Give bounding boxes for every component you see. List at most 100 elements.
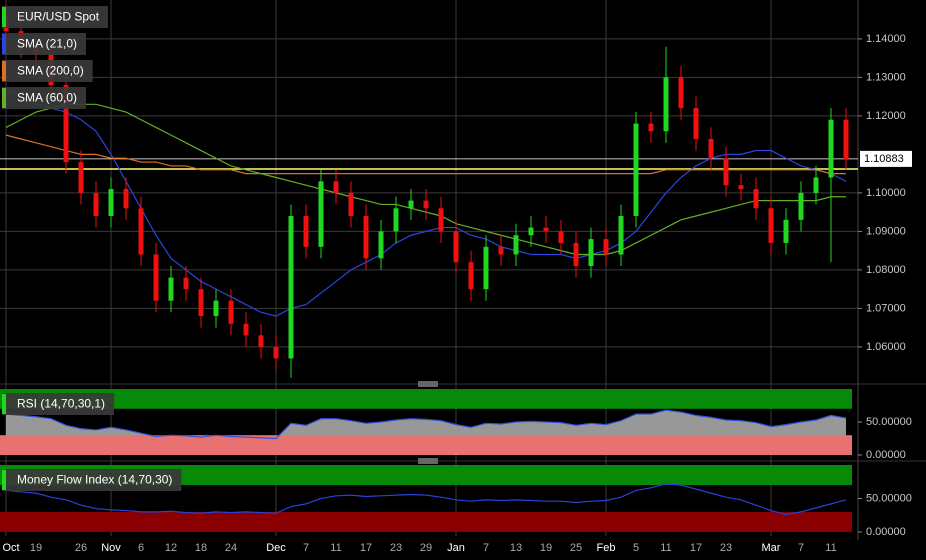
candle-body xyxy=(363,215,369,259)
x-tick-label: 17 xyxy=(690,542,702,554)
candle-body xyxy=(213,300,219,317)
candle-body xyxy=(273,346,279,359)
legend-box xyxy=(2,393,115,415)
candle-body xyxy=(303,215,309,247)
sma-line xyxy=(5,88,847,317)
x-tick-label: 13 xyxy=(510,542,522,554)
candle-body xyxy=(498,246,504,255)
candle-body xyxy=(633,123,639,216)
candle-body xyxy=(153,254,159,301)
x-tick-label: 25 xyxy=(570,542,582,554)
candle-body xyxy=(543,227,549,232)
x-tick-label: Nov xyxy=(101,542,121,554)
sma-line xyxy=(5,134,846,175)
candle-body xyxy=(468,262,474,290)
legend-item: RSI (14,70,30,1) xyxy=(2,393,115,415)
legend-label: RSI (14,70,30,1) xyxy=(17,397,105,411)
candle-body xyxy=(813,177,819,193)
candle-body xyxy=(198,289,204,317)
candle-body xyxy=(558,231,564,243)
candle-body xyxy=(228,300,234,324)
legend-swatch xyxy=(2,61,6,81)
x-tick-label: 23 xyxy=(390,542,402,554)
candle-body xyxy=(618,215,624,255)
y-tick-label: 1.07000 xyxy=(866,302,906,314)
candle-body xyxy=(753,189,759,209)
y-tick-label: 1.10000 xyxy=(866,187,906,199)
candle-body xyxy=(798,192,804,220)
candle-body xyxy=(378,231,384,259)
zone-band xyxy=(0,389,852,409)
candle-body xyxy=(528,227,534,236)
y-tick-label: 1.08000 xyxy=(866,264,906,276)
x-tick-label: 17 xyxy=(360,542,372,554)
x-tick-label: 18 xyxy=(195,542,207,554)
legend-box xyxy=(2,33,87,55)
candle-body xyxy=(783,219,789,243)
candle-body xyxy=(243,323,249,336)
candle-body xyxy=(123,189,129,209)
candle-body xyxy=(738,185,744,190)
x-tick-label: 7 xyxy=(798,542,804,554)
candle-body xyxy=(513,235,519,255)
candle-body xyxy=(258,335,264,347)
candle-body xyxy=(168,277,174,301)
legend-box xyxy=(2,60,93,82)
indicator-line xyxy=(5,409,847,440)
candle-body xyxy=(288,215,294,359)
y-tick-label: 0.00000 xyxy=(866,526,906,538)
x-tick-label: Oct xyxy=(2,542,19,554)
legend-item: SMA (200,0) xyxy=(2,60,93,82)
legend-item: EUR/USD Spot xyxy=(2,6,109,28)
last-price-label: 1.10883 xyxy=(864,153,904,165)
x-tick-label: 5 xyxy=(633,542,639,554)
legend-label: SMA (200,0) xyxy=(17,64,84,78)
candle-body xyxy=(78,162,84,193)
candle-body xyxy=(183,277,189,290)
candle-body xyxy=(603,239,609,255)
candle-body xyxy=(93,192,99,216)
x-tick-label: 6 xyxy=(138,542,144,554)
candle-body xyxy=(108,189,114,216)
legend-label: EUR/USD Spot xyxy=(17,10,100,24)
candle-body xyxy=(348,192,354,216)
candle-body xyxy=(708,138,714,159)
legend-box xyxy=(2,87,87,109)
candle-body xyxy=(678,77,684,109)
zone-band xyxy=(0,435,852,455)
indicator-line xyxy=(5,483,847,516)
candle-body xyxy=(138,208,144,255)
legend-item: Money Flow Index (14,70,30) xyxy=(2,469,182,491)
x-tick-label: 11 xyxy=(825,542,836,554)
legend-label: Money Flow Index (14,70,30) xyxy=(17,473,172,487)
x-tick-label: 24 xyxy=(225,542,237,554)
candle-body xyxy=(843,119,849,160)
zone-band xyxy=(0,465,852,486)
legend-swatch xyxy=(2,7,6,27)
candle-body xyxy=(723,158,729,186)
candle-body xyxy=(588,239,594,267)
candle-body xyxy=(828,119,834,178)
legend-label: SMA (21,0) xyxy=(17,37,77,51)
legend-swatch xyxy=(2,34,6,54)
candle-body xyxy=(663,77,669,132)
zone-band xyxy=(0,511,852,532)
x-tick-label: Dec xyxy=(266,542,286,554)
legend-item: SMA (21,0) xyxy=(2,33,87,55)
resize-grip[interactable] xyxy=(418,381,438,387)
resize-grip[interactable] xyxy=(418,458,438,464)
x-tick-label: 23 xyxy=(720,542,732,554)
candle-body xyxy=(438,208,444,232)
y-tick-label: 1.13000 xyxy=(866,71,906,83)
candle-body xyxy=(333,181,339,193)
y-tick-label: 1.12000 xyxy=(866,110,906,122)
x-tick-label: 29 xyxy=(420,542,432,554)
candle-body xyxy=(408,200,414,209)
candle-body xyxy=(63,85,69,163)
x-tick-label: 11 xyxy=(330,542,341,554)
x-tick-label: 19 xyxy=(540,542,552,554)
x-tick-label: Feb xyxy=(597,542,616,554)
candle-body xyxy=(483,246,489,290)
x-tick-label: 19 xyxy=(30,542,42,554)
